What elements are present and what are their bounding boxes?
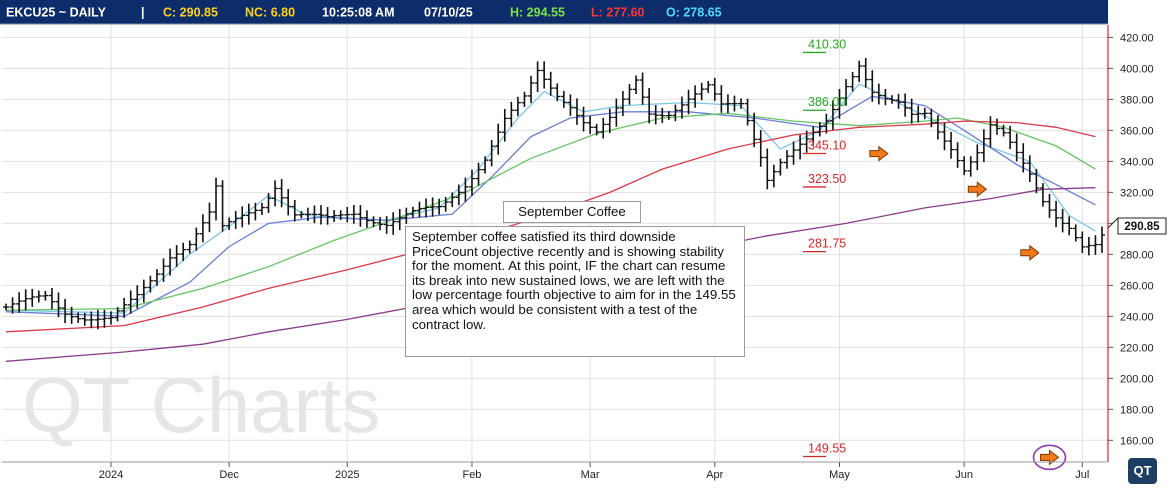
watermark: QT Charts [22,361,380,449]
y-tick-label: 180.00 [1120,404,1154,416]
y-tick-label: 160.00 [1120,435,1154,447]
orange-arrow [1020,244,1040,261]
x-tick-label: May [829,469,850,481]
x-tick-label: Jul [1075,469,1089,481]
signal-arrows [869,145,1067,471]
header-symbol: EKCU25 ~ DAILY [6,6,107,20]
last-price-label: 290.85 [1124,221,1160,233]
y-tick-label: 320.00 [1120,187,1154,199]
header-time: 10:25:08 AM [322,6,395,20]
header-low: L: 277.60 [591,6,645,20]
qt-logo: QT [1128,458,1157,484]
y-tick-label: 200.00 [1120,373,1154,385]
header-open: O: 278.65 [666,6,722,20]
header-high: H: 294.55 [510,6,565,20]
objective-label: 323.50 [808,172,846,186]
moving-average-line [5,120,1096,333]
y-tick-label: 420.00 [1120,32,1154,44]
price-objectives: 410.30 386.00 345.10 323.50 281.75 149.55 [803,37,846,458]
orange-arrow [967,181,988,198]
circled-orange-arrow [1040,449,1060,466]
y-tick-label: 340.00 [1120,156,1154,168]
moving-average-line [5,112,1096,311]
objective-circle [1032,444,1067,471]
chart-grid [2,25,1108,462]
x-tick-label: 2025 [335,469,359,481]
header-bar [0,0,1108,24]
y-tick-label: 240.00 [1120,311,1154,323]
x-tick-label: Feb [462,469,481,481]
header-date: 07/10/25 [424,6,473,20]
y-tick-label: 220.00 [1120,342,1154,354]
x-tick-label: Apr [706,469,723,481]
annotation-box: September coffee satisfied its third dow… [405,226,745,357]
header-close: C: 290.85 [163,6,218,20]
y-tick-label: 280.00 [1120,249,1154,261]
objective-label: 281.75 [808,237,846,251]
header-separator: | [141,6,145,20]
price-bars [3,57,1105,330]
header-net-change: NC: 6.80 [245,6,295,20]
y-tick-label: 380.00 [1120,94,1154,106]
last-price-box [1117,217,1167,235]
y-tick-label: 400.00 [1120,63,1154,75]
objective-label: 410.30 [808,37,846,51]
y-tick-label: 260.00 [1120,280,1154,292]
x-tick-label: Jun [955,469,973,481]
x-tick-label: Mar [581,469,600,481]
x-tick-label: 2024 [99,469,123,481]
y-tick-label: 360.00 [1120,125,1154,137]
objective-label: 149.55 [808,441,846,455]
last-price-pointer [1107,217,1119,229]
orange-arrow [869,145,889,162]
x-tick-label: Dec [219,469,239,481]
annotation-title: September Coffee [503,201,641,223]
objective-label: 386.00 [808,95,846,109]
objective-label: 345.10 [808,138,846,152]
